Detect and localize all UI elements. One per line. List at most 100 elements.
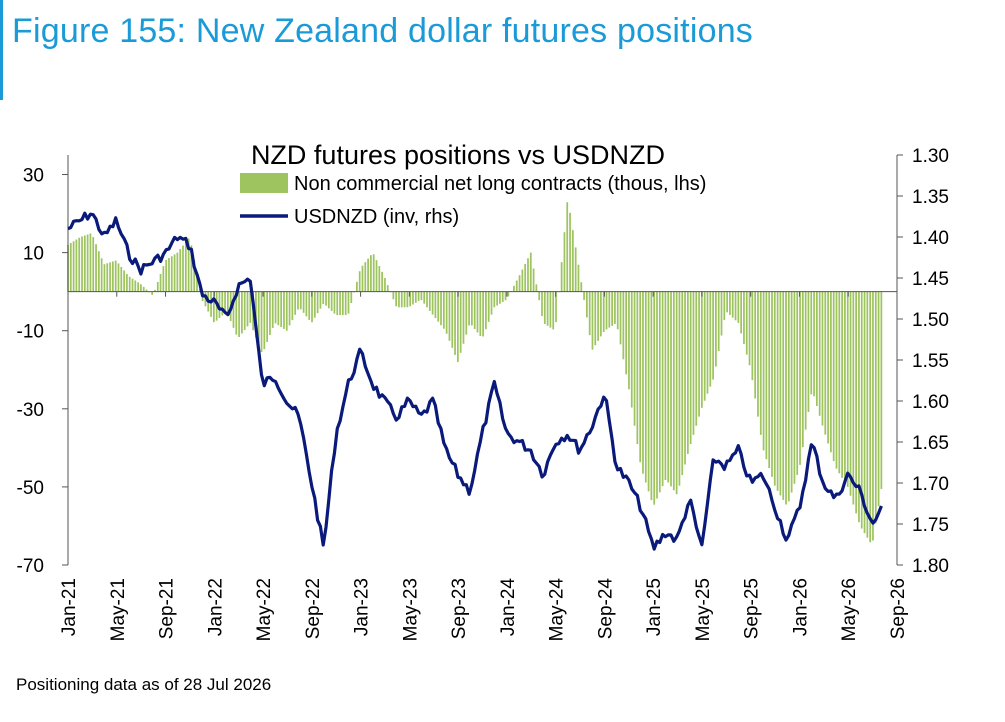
bar <box>518 275 521 292</box>
bar <box>701 291 703 408</box>
bar <box>513 285 515 292</box>
bar <box>869 291 872 543</box>
left-tick-label: -10 <box>17 322 44 343</box>
bar <box>813 291 815 397</box>
bar <box>327 291 330 309</box>
bar <box>549 291 552 328</box>
bar <box>257 291 260 345</box>
bar <box>479 291 482 337</box>
bar <box>412 291 414 305</box>
x-tick-label: Sep-24 <box>595 578 616 640</box>
bar <box>759 291 762 435</box>
bar <box>333 291 336 314</box>
bar <box>605 291 608 330</box>
bar <box>801 291 804 448</box>
x-tick-label: Sep-22 <box>303 578 324 639</box>
bar <box>709 291 712 387</box>
bar <box>112 261 114 292</box>
bar <box>501 291 504 302</box>
bar <box>322 291 325 305</box>
bar <box>428 291 431 311</box>
bar <box>698 291 700 417</box>
bar <box>852 291 855 505</box>
bar <box>378 266 381 292</box>
bar <box>586 291 588 318</box>
bar <box>715 291 717 367</box>
bar <box>844 291 846 483</box>
bar <box>426 291 428 308</box>
bar <box>686 291 689 454</box>
bar <box>695 291 698 426</box>
x-tick-label: Jan-26 <box>790 578 811 636</box>
bar <box>496 291 498 306</box>
bar <box>771 291 773 477</box>
x-tick-label: Jan-25 <box>644 578 665 636</box>
tick-labels-layer: 30 10 -10 -30 -50 -70 1.30 1.35 1.40 1.45 1.50 1.55… <box>17 146 949 641</box>
bar <box>661 291 664 487</box>
bar <box>841 291 843 478</box>
bar <box>249 291 252 323</box>
bar <box>420 291 423 300</box>
bar <box>493 291 496 308</box>
bar <box>838 291 841 474</box>
bar <box>395 291 398 307</box>
bar <box>285 291 288 331</box>
bar <box>569 212 571 292</box>
right-tick-label: 1.35 <box>912 187 949 208</box>
bar <box>142 286 145 292</box>
right-tick-label: 1.55 <box>912 351 949 372</box>
legend-label-line: USDNZD (inv, rhs) <box>294 206 459 228</box>
bar <box>459 291 462 353</box>
bar <box>630 291 633 408</box>
bar <box>246 291 249 327</box>
bar <box>445 291 448 334</box>
bar <box>176 252 179 292</box>
bar <box>594 291 597 346</box>
bar <box>154 289 156 292</box>
bar <box>636 291 639 444</box>
bar <box>417 291 420 301</box>
bar <box>350 291 353 304</box>
bar <box>462 291 465 344</box>
bar <box>734 291 737 321</box>
right-tick-label: 1.40 <box>912 228 949 249</box>
bar <box>319 291 322 309</box>
bar <box>577 264 580 292</box>
bar <box>137 282 139 292</box>
bar <box>336 291 339 316</box>
bar <box>224 291 226 313</box>
bar <box>762 291 765 451</box>
bar <box>555 291 557 323</box>
bar <box>196 274 198 292</box>
line-layer <box>67 211 883 551</box>
legend-label-bars: Non commercial net long contracts (thous… <box>294 173 706 195</box>
x-tick-label: Sep-26 <box>888 578 909 639</box>
legend-bar-swatch <box>240 173 288 193</box>
bar <box>782 291 785 500</box>
bar <box>521 269 524 292</box>
bar <box>835 291 838 469</box>
bar <box>218 291 221 318</box>
bar <box>745 291 748 355</box>
bar <box>375 260 378 292</box>
bar <box>580 282 583 292</box>
bar <box>179 249 182 292</box>
bar <box>92 237 95 292</box>
right-tick-label: 1.30 <box>912 146 949 167</box>
bar <box>451 291 454 348</box>
bar <box>212 291 215 323</box>
x-tick-label: May-25 <box>693 578 714 641</box>
bar <box>78 237 81 292</box>
bar <box>406 291 409 308</box>
bar <box>344 291 347 316</box>
bar <box>672 291 675 491</box>
bar <box>787 291 790 502</box>
bar <box>726 291 728 313</box>
bar <box>97 251 100 292</box>
bar <box>266 291 269 343</box>
bar <box>768 291 771 469</box>
bar <box>712 291 714 380</box>
bar <box>302 291 305 313</box>
bar <box>140 284 142 292</box>
bar <box>339 291 341 316</box>
